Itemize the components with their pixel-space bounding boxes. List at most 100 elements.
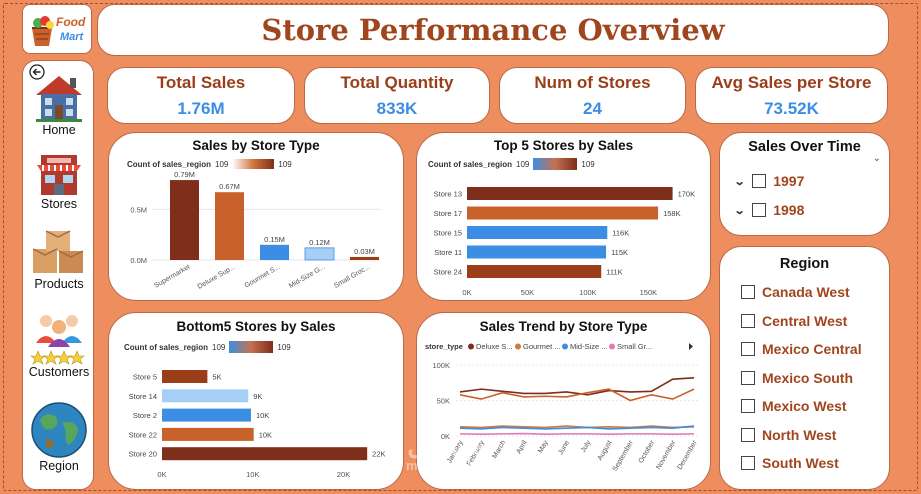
slicer-item-label: North West [762, 426, 837, 443]
slicer-item-region[interactable]: Mexico South [741, 370, 853, 386]
slicer-item-region[interactable]: South West [741, 455, 839, 471]
globe-icon [31, 402, 87, 458]
chart-title: Top 5 Stores by Sales [493, 138, 634, 153]
nav-sidebar: Home Stores Products [22, 60, 94, 490]
slicer-item-region[interactable]: Mexico Central [741, 341, 862, 357]
dashboard-frame [3, 3, 918, 491]
legend-min: 109 [516, 159, 530, 169]
bar [161, 427, 254, 441]
data-label: 116K [612, 228, 629, 237]
home-icon [36, 76, 82, 122]
checkbox[interactable] [741, 370, 755, 385]
app-logo: Food Mart [22, 4, 92, 54]
legend-max: 109 [278, 159, 292, 169]
checkbox[interactable] [741, 456, 755, 470]
x-tick-label: October [637, 438, 656, 464]
data-label: 170K [677, 189, 695, 198]
y-tick-label: 100K [432, 361, 450, 370]
x-tick-label: January [446, 439, 465, 464]
kpi-value: 1.76M [177, 98, 225, 118]
chart-legend: Count of sales_region 109 109 [127, 159, 292, 169]
data-label: 158K [663, 209, 681, 218]
x-tick-label: Supermarket [153, 263, 191, 289]
y-tick-label: Store 2 [132, 411, 156, 420]
legend-label: Count of sales_region [124, 342, 209, 352]
x-tick-label: December [676, 438, 699, 470]
slicer-item-1998[interactable]: ⌄ 1998 [733, 202, 805, 218]
data-label: 10K [255, 411, 268, 420]
y-tick-label: Store 24 [433, 267, 461, 276]
legend-entry: Mid-Size ... [570, 342, 608, 351]
checkbox[interactable] [752, 174, 767, 188]
x-tick-label: November [655, 438, 678, 470]
series-line [459, 387, 694, 401]
nav-item-products[interactable]: Products [23, 229, 95, 291]
legend-max: 109 [277, 342, 291, 352]
checkbox[interactable] [752, 203, 767, 217]
bar [466, 225, 607, 239]
nav-item-home[interactable]: Home [23, 73, 95, 137]
stores-icon [37, 155, 81, 195]
legend-next-icon [688, 342, 693, 350]
y-tick-label: 0.0M [130, 256, 147, 265]
slicer-item-region[interactable]: North West [741, 427, 836, 443]
x-tick-label: Small Groc... [332, 263, 371, 289]
legend-gradient [229, 341, 274, 353]
x-tick-label: May [537, 439, 550, 454]
data-label: 0.79M [174, 170, 195, 179]
expand-chevron-icon[interactable]: ⌄ [733, 175, 746, 188]
chart-legend: Count of sales_region 109 109 [124, 341, 291, 353]
page-title-card: Store Performance Overview [97, 4, 889, 56]
back-arrow-icon[interactable] [29, 64, 45, 80]
slicer-title: Region [779, 256, 830, 272]
slicer-item-label: Mexico Central [762, 341, 862, 357]
slicer-item-label: Mexico South [762, 369, 854, 386]
slicer-title: Sales Over Time [748, 139, 861, 155]
slicer-item-label: Canada West [762, 284, 850, 300]
x-tick-label: February [465, 439, 485, 467]
x-tick-label: 0K [157, 470, 166, 479]
legend-min: 109 [212, 342, 226, 352]
chart-plot: Store 13 170K Store 17 158K Store 15 116K Stor… [433, 186, 695, 297]
x-tick-label: June [557, 439, 571, 456]
chevron-down-icon[interactable]: ⌄ [872, 153, 881, 164]
bar [466, 186, 673, 200]
checkbox[interactable] [741, 313, 755, 328]
chart-title: Bottom5 Stores by Sales [176, 319, 336, 334]
checkbox[interactable] [741, 342, 755, 356]
checkbox[interactable] [741, 427, 755, 442]
nav-label-customers: Customers [28, 365, 90, 379]
y-tick-label: Store 17 [433, 209, 461, 218]
kpi-label: Num of Stores [534, 72, 651, 92]
logo-text-mart: Mart [60, 31, 85, 43]
bar [466, 264, 601, 278]
x-tick-label: 150K [639, 288, 657, 297]
slicer-item-label: 1997 [773, 173, 805, 189]
y-tick-label: 0.5M [130, 205, 147, 214]
nav-item-customers[interactable]: Customers [23, 309, 95, 379]
nav-item-region[interactable]: Region [23, 401, 95, 473]
food-mart-logo: Food Mart [32, 15, 86, 46]
x-tick-label: September [611, 438, 635, 472]
slicer-item-1997[interactable]: ⌄ 1997 [733, 173, 805, 189]
y-tick-label: Store 11 [434, 248, 462, 257]
slicer-item-region[interactable]: Mexico West [741, 398, 847, 414]
x-tick-label: Mid-Size G... [287, 263, 326, 289]
nav-item-stores[interactable]: Stores [23, 151, 95, 211]
nav-label-stores: Stores [40, 197, 78, 211]
checkbox[interactable] [741, 285, 755, 299]
data-label: 10K [258, 430, 271, 439]
checkbox[interactable] [741, 399, 755, 413]
slicer-item-region[interactable]: Central West [741, 313, 847, 329]
y-tick-label: Store 13 [433, 189, 461, 198]
slicer-item-region[interactable]: Canada West [741, 284, 850, 300]
data-label: 22K [372, 449, 385, 458]
expand-chevron-icon[interactable]: ⌄ [733, 204, 746, 217]
series-line [459, 424, 694, 430]
bar [169, 179, 199, 260]
kpi-label: Total Sales [156, 72, 246, 92]
data-label: 0.15M [264, 234, 285, 243]
kpi-value: 73.52K [764, 98, 819, 118]
page-title: Store Performance Overview [261, 13, 725, 47]
sales-over-time-slicer: Sales Over Time ⌄ ⌄ 1997 ⌄ 1998 [719, 132, 890, 236]
